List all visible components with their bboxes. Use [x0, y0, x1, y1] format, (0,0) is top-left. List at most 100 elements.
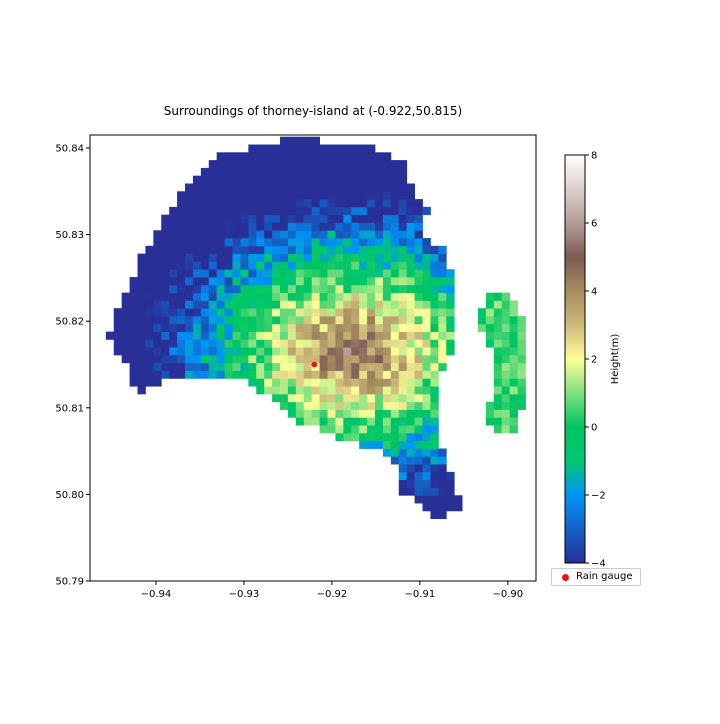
heightmap-cell	[367, 417, 376, 426]
heightmap-cell	[367, 277, 376, 286]
heightmap-cell	[264, 284, 273, 294]
heightmap-cell	[216, 167, 225, 177]
heightmap-cell	[232, 277, 241, 286]
heightmap-cell	[438, 487, 447, 496]
heightmap-cell	[406, 393, 416, 403]
heightmap-cell	[280, 206, 289, 216]
heightmap-cell	[414, 432, 423, 442]
heightmap-cell	[224, 214, 233, 223]
heightmap-cell	[509, 339, 518, 348]
heightmap-cell	[161, 222, 170, 231]
heightmap-cell	[287, 206, 297, 216]
heightmap-cell	[264, 238, 273, 247]
heightmap-cell	[272, 160, 281, 169]
heightmap-cell	[382, 206, 392, 216]
heightmap-cell	[232, 370, 241, 379]
heightmap-cell	[303, 167, 313, 177]
heightmap-cell	[185, 347, 194, 356]
heightmap-cell	[390, 214, 400, 223]
heightmap-cell	[382, 238, 392, 247]
heightmap-cell	[319, 167, 328, 177]
heightmap-cell	[303, 230, 313, 239]
heightmap-cell	[256, 370, 265, 379]
heightmap-cell	[406, 191, 416, 200]
heightmap-cell	[485, 300, 495, 309]
heightmap-cell	[287, 136, 297, 145]
heightmap-cell	[382, 432, 392, 442]
heightmap-cell	[390, 230, 400, 239]
heightmap-cell	[375, 199, 384, 208]
heightmap-cell	[414, 230, 423, 239]
heightmap-cell	[224, 183, 233, 192]
heightmap-cell	[501, 386, 511, 395]
heightmap-cell	[248, 191, 257, 200]
heightmap-cell	[216, 253, 225, 262]
heightmap-cell	[430, 448, 439, 457]
heightmap-cell	[367, 253, 376, 262]
heightmap-cell	[382, 331, 392, 340]
heightmap-cell	[414, 487, 423, 496]
heightmap-cell	[303, 214, 313, 223]
heightmap-cell	[169, 222, 178, 231]
heightmap-cell	[145, 354, 154, 364]
heightmap-cell	[343, 432, 352, 442]
heightmap-cell	[359, 183, 368, 192]
heightmap-cell	[517, 323, 526, 332]
heightmap-cell	[177, 245, 186, 255]
heightmap-cell	[129, 300, 138, 309]
heightmap-cell	[390, 167, 400, 177]
heightmap-cell	[335, 230, 344, 239]
heightmap-cell	[295, 401, 305, 410]
heightmap-cell	[129, 339, 138, 348]
heightmap-cell	[493, 323, 503, 332]
heightmap-cell	[311, 167, 320, 177]
heightmap-cell	[390, 175, 400, 184]
heightmap-cell	[192, 238, 202, 247]
heightmap-cell	[398, 245, 408, 255]
heightmap-cell	[153, 238, 162, 247]
heightmap-cell	[216, 316, 225, 325]
heightmap-cell	[272, 214, 281, 223]
heightmap-cell	[232, 362, 241, 371]
heightmap-cell	[287, 316, 297, 325]
heightmap-cell	[224, 191, 233, 200]
heightmap-cell	[351, 269, 360, 278]
heightmap-cell	[351, 191, 360, 200]
heightmap-cell	[287, 362, 297, 371]
heightmap-cell	[398, 440, 408, 449]
heightmap-cell	[398, 167, 408, 177]
heightmap-cell	[343, 191, 352, 200]
heightmap-cell	[430, 292, 439, 301]
heightmap-cell	[256, 292, 265, 301]
heightmap-cell	[351, 386, 360, 395]
heightmap-cell	[319, 354, 328, 364]
heightmap-cell	[422, 331, 431, 340]
heightmap-cell	[398, 479, 408, 488]
heightmap-cell	[327, 284, 336, 294]
heightmap-cell	[192, 339, 202, 348]
heightmap-cell	[319, 253, 328, 262]
heightmap-cell	[208, 199, 218, 208]
heightmap-cell	[248, 277, 257, 286]
heightmap-cell	[382, 222, 392, 231]
heightmap-cell	[153, 378, 162, 387]
heightmap-cell	[208, 316, 218, 325]
heightmap-cell	[232, 292, 241, 301]
heightmap-cell	[327, 339, 336, 348]
heightmap-cell	[446, 316, 455, 325]
heightmap-cell	[319, 191, 328, 200]
heightmap-cell	[335, 331, 344, 340]
heightmap-cell	[240, 167, 249, 177]
heightmap-cell	[517, 370, 526, 379]
heightmap-cell	[375, 245, 384, 255]
heightmap-cell	[382, 393, 392, 403]
heightmap-cell	[398, 487, 408, 496]
heightmap-cell	[414, 409, 423, 418]
heightmap-cell	[248, 222, 257, 231]
heightmap-cell	[406, 214, 416, 223]
heightmap-cell	[343, 206, 352, 216]
heightmap-cell	[303, 284, 313, 294]
heightmap-cell	[153, 370, 162, 379]
heightmap-cell	[303, 339, 313, 348]
heightmap-cell	[224, 167, 233, 177]
